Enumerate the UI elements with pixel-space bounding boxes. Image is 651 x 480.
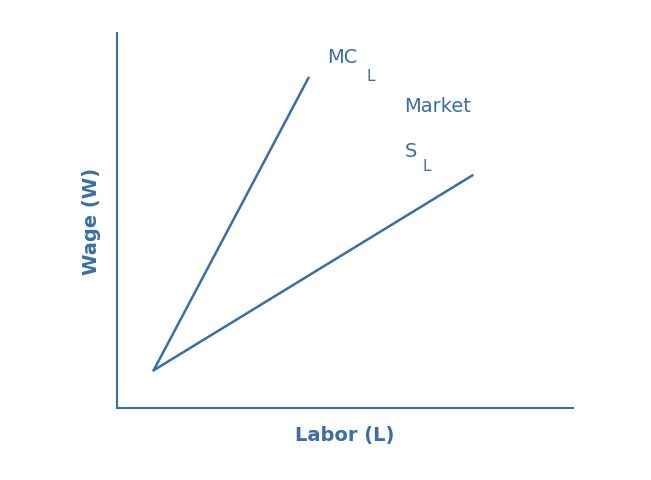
Y-axis label: Wage (W): Wage (W)	[81, 168, 100, 274]
Text: MC: MC	[327, 48, 357, 67]
Text: S: S	[404, 142, 417, 161]
Text: L: L	[422, 159, 431, 174]
X-axis label: Labor (L): Labor (L)	[296, 425, 395, 444]
Text: L: L	[367, 69, 376, 84]
Text: Market: Market	[404, 97, 471, 116]
